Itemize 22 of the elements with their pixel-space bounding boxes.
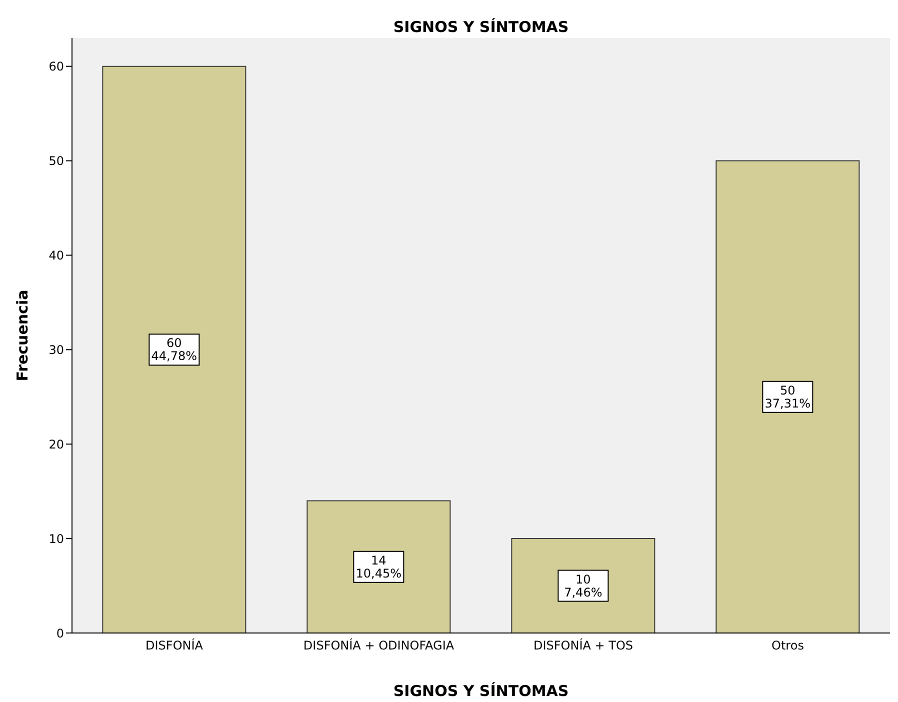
y-tick-label: 10 xyxy=(48,532,64,546)
bar xyxy=(102,66,246,633)
data-label: 10 7,46% xyxy=(564,572,602,600)
y-axis-title: Frecuencia xyxy=(13,290,32,382)
y-tick-label: 60 xyxy=(48,60,64,74)
y-tick-label: 40 xyxy=(48,248,64,262)
x-tick-label: DISFONÍA xyxy=(146,638,204,653)
bar xyxy=(306,500,451,633)
label-box: 50 37,31% xyxy=(762,380,814,413)
label-box: 10 7,46% xyxy=(558,570,609,602)
y-tick-label: 20 xyxy=(48,437,64,452)
label-box: 14 10,45% xyxy=(353,550,404,583)
x-tick-label: Otros xyxy=(772,638,804,653)
x-axis-title: SIGNOS Y SÍNTOMAS xyxy=(393,682,569,700)
x-tick-label: DISFONÍA + TOS xyxy=(533,638,634,653)
y-tick-label: 50 xyxy=(48,154,64,168)
label-box: 60 44,78% xyxy=(148,334,200,366)
x-tick-label: DISFONÍA + ODINOFAGIA xyxy=(303,638,455,653)
bar xyxy=(716,160,860,633)
y-tick-label: 30 xyxy=(48,342,64,357)
chart-title: SIGNOS Y SÍNTOMAS xyxy=(392,18,570,36)
y-tick-label: 0 xyxy=(56,626,64,640)
